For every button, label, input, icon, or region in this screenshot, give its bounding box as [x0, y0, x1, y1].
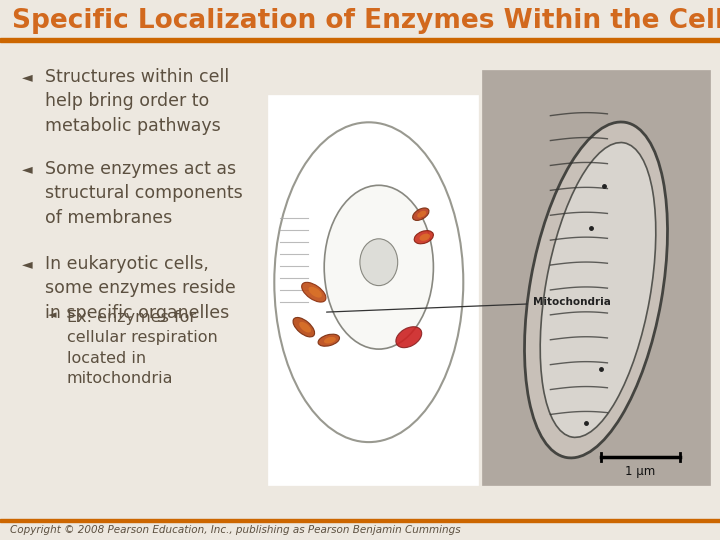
Text: ◄: ◄	[22, 257, 32, 271]
Text: ◄: ◄	[48, 310, 56, 320]
Ellipse shape	[300, 322, 311, 333]
Ellipse shape	[396, 327, 422, 348]
Text: ◄: ◄	[22, 162, 32, 176]
Ellipse shape	[360, 239, 397, 286]
Ellipse shape	[318, 334, 340, 346]
Ellipse shape	[540, 143, 656, 437]
Text: Structures within cell
help bring order to
metabolic pathways: Structures within cell help bring order …	[45, 68, 229, 134]
Ellipse shape	[413, 208, 429, 220]
Text: Some enzymes act as
structural components
of membranes: Some enzymes act as structural component…	[45, 160, 243, 227]
Ellipse shape	[302, 282, 326, 302]
Ellipse shape	[274, 122, 463, 442]
Ellipse shape	[324, 337, 336, 343]
Bar	[0, 0, 720, 40]
Text: 1 μm: 1 μm	[626, 465, 656, 478]
Bar	[268, 95, 478, 485]
Ellipse shape	[308, 287, 322, 298]
Text: In eukaryotic cells,
some enzymes reside
in specific organelles: In eukaryotic cells, some enzymes reside…	[45, 255, 235, 322]
Text: Ex: enzymes for
cellular respiration
located in
mitochondria: Ex: enzymes for cellular respiration loc…	[67, 310, 217, 386]
Ellipse shape	[324, 185, 433, 349]
Text: Copyright © 2008 Pearson Education, Inc., publishing as Pearson Benjamin Cumming: Copyright © 2008 Pearson Education, Inc.…	[10, 525, 461, 535]
Ellipse shape	[293, 318, 315, 337]
Ellipse shape	[420, 234, 430, 241]
Bar	[0, 519, 720, 522]
Text: Mitochondria: Mitochondria	[327, 297, 611, 312]
Bar	[0, 38, 720, 42]
Ellipse shape	[524, 122, 667, 458]
Ellipse shape	[414, 231, 433, 244]
Text: Specific Localization of Enzymes Within the Cell: Specific Localization of Enzymes Within …	[12, 8, 720, 34]
Ellipse shape	[417, 211, 426, 218]
Text: ◄: ◄	[22, 70, 32, 84]
Bar	[482, 70, 710, 485]
